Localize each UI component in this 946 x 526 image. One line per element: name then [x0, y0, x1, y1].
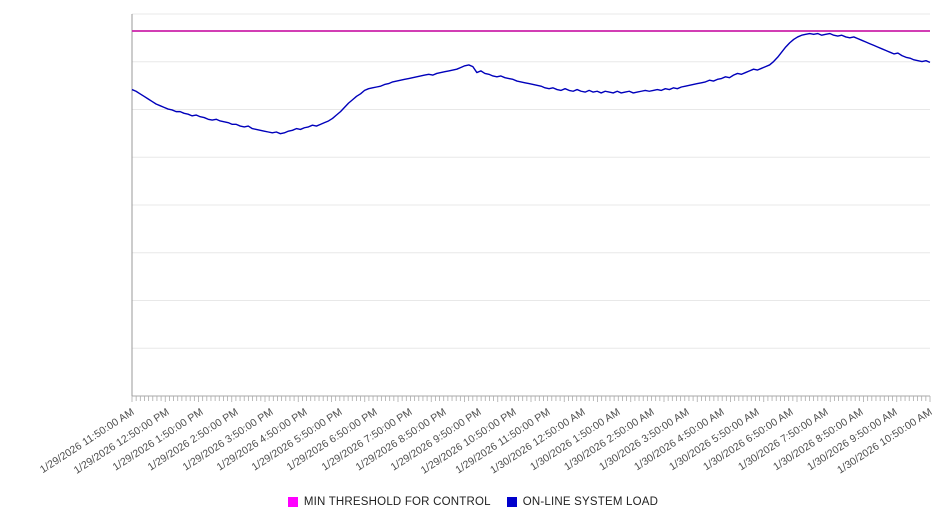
gridlines: [132, 13, 930, 397]
legend-label-min-threshold-for-control: MIN THRESHOLD FOR CONTROL: [303, 496, 491, 508]
legend-item-on-line-system-load[interactable]: ON-LINE SYSTEM LOAD: [506, 496, 659, 508]
chart-legend: MIN THRESHOLD FOR CONTROL ON-LINE SYSTEM…: [0, 496, 946, 508]
series-on-line-system-load: [131, 32, 931, 135]
x-axis-ticks: [131, 395, 931, 402]
legend-swatch-magenta: [287, 497, 298, 507]
legend-item-min-threshold-for-control[interactable]: MIN THRESHOLD FOR CONTROL: [287, 496, 491, 508]
legend-swatch-blue: [506, 497, 517, 507]
legend-label-on-line-system-load: ON-LINE SYSTEM LOAD: [522, 496, 659, 508]
